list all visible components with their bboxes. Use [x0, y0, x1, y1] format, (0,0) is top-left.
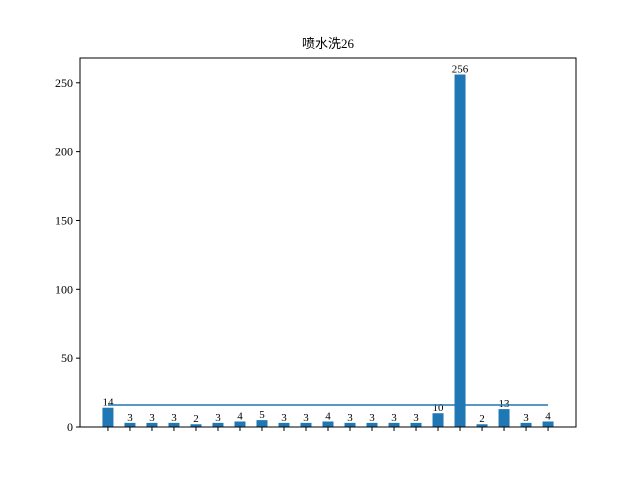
bar — [212, 422, 224, 427]
data-label: 3 — [215, 412, 221, 424]
bar — [168, 422, 180, 427]
data-label: 3 — [127, 412, 133, 424]
data-label: 3 — [149, 412, 155, 424]
data-label: 5 — [259, 409, 265, 421]
bar — [388, 422, 400, 427]
data-label: 3 — [413, 412, 419, 424]
data-label: 3 — [303, 412, 309, 424]
bar — [102, 407, 114, 427]
bar — [124, 422, 136, 427]
y-tick-label: 150 — [55, 213, 73, 227]
data-label: 13 — [499, 398, 511, 410]
data-label: 3 — [391, 412, 397, 424]
data-label: 3 — [171, 412, 177, 424]
data-label: 2 — [479, 413, 485, 425]
bar — [344, 422, 356, 427]
bar — [454, 74, 466, 427]
bar — [520, 422, 532, 427]
y-tick-label: 200 — [55, 145, 73, 159]
bar — [146, 422, 158, 427]
data-label: 256 — [452, 64, 469, 76]
data-label: 4 — [545, 410, 551, 422]
data-label: 3 — [347, 412, 353, 424]
data-label: 10 — [433, 402, 445, 414]
y-tick-label: 100 — [55, 282, 73, 296]
bar — [410, 422, 422, 427]
plot-frame — [79, 57, 577, 428]
data-label: 4 — [237, 410, 243, 422]
bar — [366, 422, 378, 427]
bar — [322, 421, 334, 427]
bar — [476, 424, 488, 427]
bar — [542, 421, 554, 427]
data-label: 3 — [523, 412, 529, 424]
data-label: 2 — [193, 413, 199, 425]
y-tick-label: 0 — [67, 420, 73, 434]
bar — [278, 422, 290, 427]
y-tick-label: 50 — [61, 351, 73, 365]
bar — [432, 413, 444, 427]
bar — [498, 409, 510, 427]
data-label: 4 — [325, 410, 331, 422]
bar — [234, 421, 246, 427]
bar — [300, 422, 312, 427]
bar — [190, 424, 202, 427]
data-label: 14 — [102, 397, 114, 409]
data-label: 3 — [369, 412, 375, 424]
chart-title: 喷水洗26 — [302, 36, 355, 51]
y-tick-label: 250 — [55, 76, 73, 90]
data-label: 3 — [281, 412, 287, 424]
bar — [256, 420, 268, 427]
